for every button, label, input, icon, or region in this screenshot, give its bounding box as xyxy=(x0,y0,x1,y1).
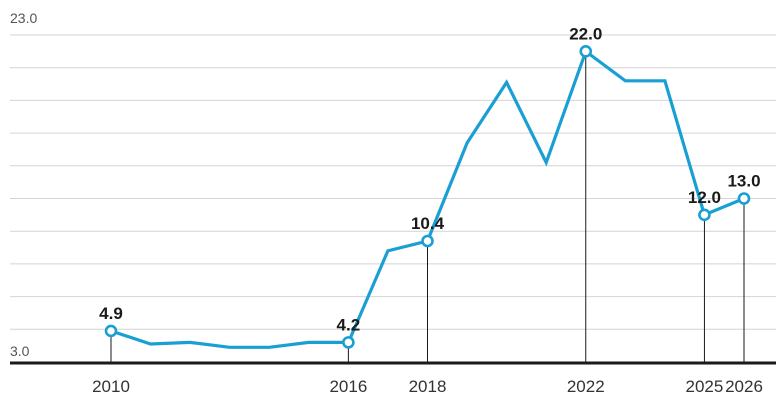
x-axis-ticks: 2010 2016 2018 2022 2025 2026 xyxy=(92,377,763,396)
data-label: 4.2 xyxy=(337,315,361,334)
x-tick-label: 2025 xyxy=(686,377,724,396)
gridlines xyxy=(10,34,776,330)
data-point xyxy=(104,324,118,338)
x-tick-label: 2010 xyxy=(92,377,130,396)
y-tick-label: 23.0 xyxy=(10,10,37,26)
data-label: 4.9 xyxy=(99,304,123,323)
y-axis-ticks: 23.0 3.0 xyxy=(10,10,37,359)
x-tick-label: 2026 xyxy=(725,377,763,396)
x-tick-label: 2022 xyxy=(567,377,605,396)
y-tick-label: 3.0 xyxy=(10,343,30,359)
data-label: 13.0 xyxy=(727,172,760,191)
data-point xyxy=(698,208,711,222)
data-label: 10.4 xyxy=(411,214,445,233)
x-tick-label: 2016 xyxy=(329,377,367,396)
data-label: 12.0 xyxy=(688,188,721,207)
data-point xyxy=(579,45,593,58)
x-tick-label: 2018 xyxy=(409,377,447,396)
data-markers xyxy=(104,45,751,349)
data-point xyxy=(342,336,355,349)
data-labels: 4.9 4.2 10.4 22.0 12.0 13.0 xyxy=(99,24,760,334)
data-label: 22.0 xyxy=(569,24,602,43)
drop-lines xyxy=(110,51,745,362)
data-point xyxy=(737,192,751,205)
data-point xyxy=(421,234,434,248)
